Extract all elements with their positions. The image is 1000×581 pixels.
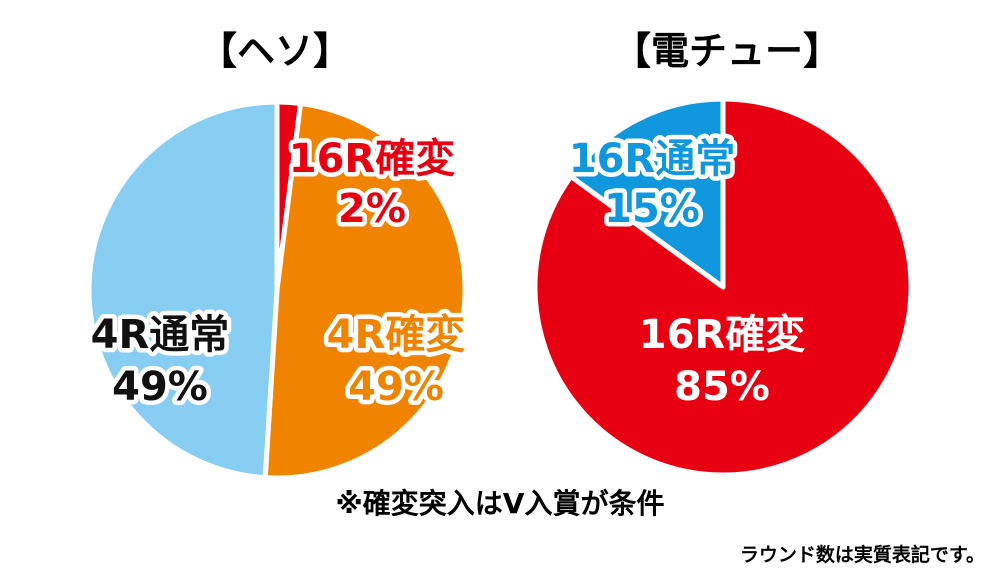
heso-4r-tsujo-value: 49% [112, 364, 208, 410]
heso-title: 【ヘソ】 [199, 29, 351, 73]
heso-label-16r-kakuhen: 16R確変 2% [284, 132, 459, 237]
denchu-slice-1 [568, 96, 726, 290]
denchu-16r-tsujo-label: 16R通常 [569, 136, 735, 182]
denchu-label-16r-kakuhen: 16R確変 85% [639, 312, 805, 410]
condition-note: ※確変突入はV入賞が条件 [336, 487, 665, 520]
heso-pie [86, 99, 468, 481]
round-note: ラウンド数は実質表記です。 [740, 543, 985, 566]
denchu-16r-tsujo-value: 15% [604, 186, 700, 232]
heso-16r-kakuhen-label: 16R確変 [289, 136, 455, 182]
denchu-label-16r-tsujo: 16R通常 15% [564, 132, 739, 237]
heso-16r-kakuhen-value: 2% [338, 186, 406, 232]
denchu-16r-kakuhen-label: 16R確変 [639, 312, 805, 358]
heso-4r-kakuhen-label: 4R確変 [327, 312, 466, 358]
denchu-pie [532, 96, 914, 478]
heso-label-4r-tsujo: 4R通常 49% [86, 308, 234, 415]
heso-slice-2 [86, 99, 280, 481]
heso-slice-1 [262, 100, 468, 481]
heso-4r-tsujo-label: 4R通常 [91, 312, 230, 358]
denchu-16r-kakuhen-value: 85% [674, 364, 770, 410]
heso-4r-kakuhen-value: 49% [348, 364, 444, 410]
heso-label-4r-kakuhen: 4R確変 49% [322, 308, 470, 415]
denchu-title: 【電チュー】 [613, 29, 841, 73]
